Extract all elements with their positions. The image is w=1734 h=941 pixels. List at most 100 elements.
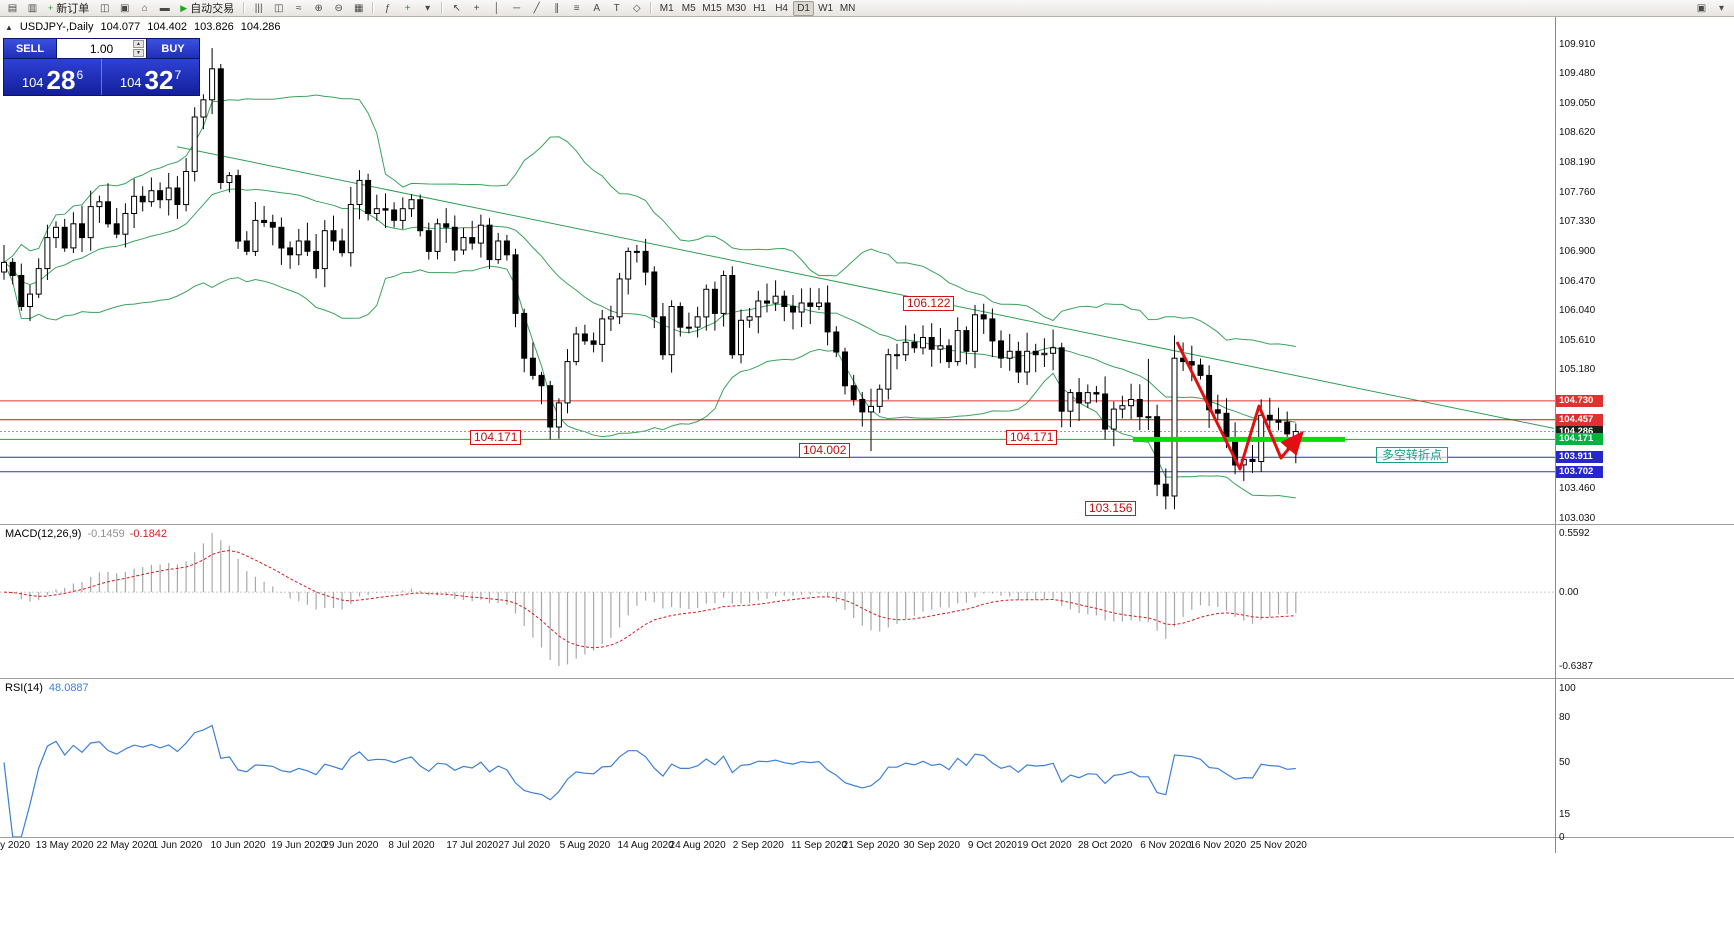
crosshair-icon[interactable]: +	[473, 2, 480, 14]
rsi-name: RSI(14)	[5, 682, 43, 694]
macd-panel-separator[interactable]	[0, 524, 1734, 525]
date-tick: 29 Jun 2020	[323, 840, 379, 851]
indicators-icon[interactable]: ƒ	[384, 2, 391, 14]
date-tick: 9 Oct 2020	[967, 840, 1017, 851]
zigzag-arrow[interactable]	[1175, 341, 1304, 471]
timeframe-d1[interactable]: D1	[793, 0, 815, 16]
trendline-icon[interactable]: ╱	[533, 2, 540, 14]
rsi-axis-tick: 50	[1559, 757, 1571, 768]
support-zone-line[interactable]	[1133, 436, 1345, 442]
price-tick: 103.460	[1559, 482, 1596, 494]
timeframe-m5[interactable]: M5	[681, 2, 696, 14]
bar-chart-icon[interactable]: |||	[254, 2, 263, 14]
ohlc-low: 103.826	[194, 21, 234, 33]
timeframe-mn[interactable]: MN	[839, 2, 856, 14]
market-watch-icon[interactable]: ◫	[100, 2, 110, 14]
rsi-panel-separator[interactable]	[0, 678, 1734, 679]
new-chart-icon[interactable]: ▤	[7, 2, 18, 14]
oneclick-collapse-icon[interactable]: ▲	[5, 22, 13, 32]
zoom-in-icon[interactable]: ⊕	[314, 2, 323, 14]
cursor-icon[interactable]: ↖	[452, 2, 461, 14]
timeframe-h1[interactable]: H1	[753, 2, 766, 14]
macd-axis-tick: 0.00	[1559, 586, 1579, 598]
rsi-indicator-canvas[interactable]	[0, 679, 1555, 837]
sell-button[interactable]: SELL	[4, 39, 56, 58]
text-icon[interactable]: A	[593, 2, 601, 14]
volume-up-icon[interactable]: ▲	[133, 40, 144, 48]
volume-input[interactable]: 1.00 ▲ ▼	[56, 39, 147, 58]
price-callout-label[interactable]: 104.171	[470, 430, 522, 445]
label-icon[interactable]: T	[613, 2, 620, 14]
price-tick: 107.330	[1559, 216, 1596, 228]
tile-windows-icon[interactable]: ▦	[353, 2, 364, 14]
channel-icon[interactable]: ∥	[554, 2, 560, 14]
date-tick: 19 Jun 2020	[271, 840, 327, 851]
price-callout-label[interactable]: 104.002	[799, 443, 851, 458]
sell-price-point: 6	[76, 68, 84, 82]
candles	[1, 48, 1299, 510]
terminal-icon[interactable]: ▬	[159, 2, 170, 14]
ohlc-open: 104.077	[100, 21, 141, 33]
macd-name: MACD(12,26,9)	[5, 528, 82, 540]
timeframe-h4[interactable]: H4	[775, 2, 788, 14]
macd-signal-value: -0.1842	[129, 528, 168, 540]
timeframe-m30[interactable]: M30	[726, 2, 747, 14]
candlestick-chart-icon[interactable]: ◫	[273, 2, 284, 14]
main-chart-canvas[interactable]	[0, 17, 1555, 524]
volume-down-icon[interactable]: ▼	[133, 49, 144, 57]
new-order-button[interactable]: + 新订单	[43, 1, 94, 16]
price-callout-label[interactable]: 106.122	[903, 296, 955, 311]
price-callout-label[interactable]: 104.171	[1006, 430, 1058, 445]
chart-title: USDJPY-,Daily	[19, 21, 94, 33]
timeframe-w1[interactable]: W1	[818, 2, 834, 14]
price-tick: 105.180	[1559, 364, 1596, 376]
descending-trendline[interactable]	[176, 146, 1555, 429]
timeframe-m1[interactable]: M1	[659, 2, 674, 14]
price-tick: 109.050	[1559, 97, 1596, 109]
date-tick: 13 May 2020	[35, 840, 94, 851]
sell-price[interactable]: 104 28 6	[4, 59, 102, 95]
rsi-axis-tick: 0	[1559, 831, 1565, 843]
date-tick: 27 Jul 2020	[498, 840, 551, 851]
price-badge: 104.730	[1556, 394, 1603, 407]
volume-value: 1.00	[89, 41, 114, 56]
fibonacci-icon[interactable]: ≡	[573, 2, 580, 14]
price-tick: 103.030	[1559, 512, 1596, 524]
toolbar-overflow-icon[interactable]: ▾	[1718, 2, 1725, 14]
date-tick: 22 May 2020	[96, 840, 155, 851]
data-window-icon[interactable]: ▣	[120, 2, 130, 14]
arrange-windows-icon[interactable]: ▣	[1696, 2, 1707, 14]
date-tick: 2 Sep 2020	[732, 840, 784, 851]
autotrading-button-label: 自动交易	[190, 3, 235, 15]
price-callout-label[interactable]: 103.156	[1085, 501, 1137, 516]
macd-label: MACD(12,26,9) -0.1459 -0.1842	[5, 528, 167, 540]
shapes-icon[interactable]: ◇	[632, 2, 641, 14]
autotrading-button[interactable]: ▶ 自动交易	[175, 1, 239, 16]
buy-price-base: 104	[119, 75, 142, 90]
periods-dropdown-icon[interactable]: ▾	[425, 2, 431, 14]
navigator-icon[interactable]: ⌂	[141, 2, 148, 14]
chart-header: ▲ USDJPY-,Daily 104.077 104.402 103.826 …	[5, 21, 281, 33]
horizontal-line-icon[interactable]: ─	[513, 2, 521, 14]
autotrading-play-icon: ▶	[180, 2, 188, 13]
date-tick: 30 Sep 2020	[903, 840, 961, 851]
price-badge: 103.702	[1556, 465, 1603, 478]
price-tick: 109.910	[1559, 38, 1596, 50]
macd-indicator-canvas[interactable]	[0, 525, 1555, 678]
rsi-line	[3, 724, 1296, 837]
timeframe-m15[interactable]: M15	[702, 2, 722, 14]
price-tick: 108.190	[1559, 157, 1596, 168]
price-tick: 107.760	[1559, 186, 1596, 198]
turning-point-label[interactable]: 多空转折点	[1376, 447, 1449, 463]
buy-price[interactable]: 104 32 7	[102, 59, 199, 95]
vertical-line-icon[interactable]: │	[493, 2, 500, 14]
buy-button[interactable]: BUY	[147, 39, 199, 58]
add-indicator-icon[interactable]: +	[404, 2, 411, 14]
zoom-out-icon[interactable]: ⊖	[334, 2, 343, 14]
chart-profiles-icon[interactable]: ▥	[27, 2, 38, 14]
price-tick: 105.610	[1559, 334, 1596, 346]
one-click-trading-panel: SELL 1.00 ▲ ▼ BUY 104 28 6 104 32 7	[3, 38, 200, 96]
line-chart-icon[interactable]: ≈	[295, 2, 302, 14]
date-tick: 14 Aug 2020	[617, 840, 674, 851]
